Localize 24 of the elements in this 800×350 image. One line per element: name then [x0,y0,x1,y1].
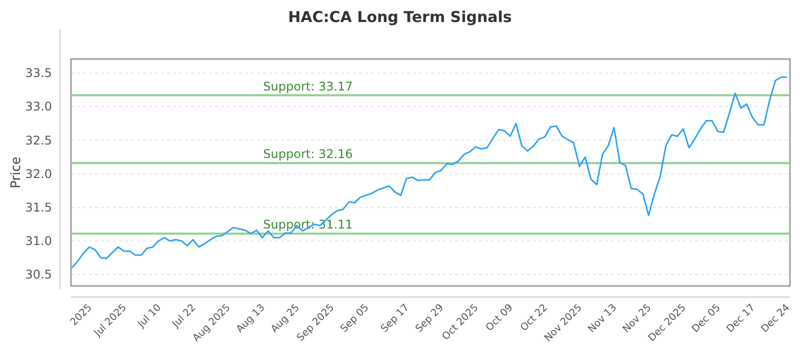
x-tick-label: Oct 22 [518,302,550,334]
x-tick-label: Jul 22 [170,302,198,331]
ref-line-label: Support: 33.17 [263,79,353,94]
x-tick-label: Dec 24 [759,302,792,336]
y-tick-label: 33.0 [25,100,52,114]
x-tick-label: Dec 05 [690,302,723,336]
y-axis-title: Price [9,156,24,188]
ref-line-label: Support: 32.16 [263,147,353,162]
x-tick-label: Aug 13 [234,302,268,336]
x-tick-label: Sep 05 [338,302,372,335]
x-tick-label: Jul 10 [135,302,164,331]
y-tick-label: 31.0 [25,234,52,248]
x-tick-label: Oct 09 [484,302,516,334]
y-tick-label: 31.5 [25,200,52,214]
ref-line-label: Support: 31.11 [263,218,353,232]
chart-title: HAC:CA Long Term Signals [288,8,512,26]
y-tick-label: 32.0 [25,166,52,181]
y-tick-label: 30.5 [25,268,52,282]
y-tick-label: 32.5 [25,133,52,148]
x-tick-label: Nov 13 [586,302,620,336]
x-tick-label: Dec 17 [724,302,758,336]
y-tick-label: 33.5 [25,66,52,80]
line-series [71,76,788,269]
x-tick-label: Sep 17 [379,302,412,335]
